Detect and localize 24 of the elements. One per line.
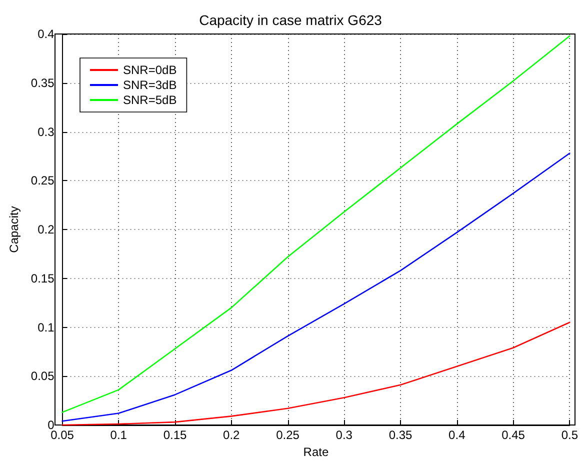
y-axis-title: Capacity	[7, 206, 21, 253]
legend-label: SNR=5dB	[123, 93, 177, 107]
chart-title: Capacity in case matrix G623	[199, 12, 382, 28]
x-tick-label: 0.5	[561, 428, 578, 442]
y-tick-label: 0.3	[38, 124, 55, 139]
x-tick-label: 0.1	[110, 428, 128, 442]
x-axis-title: Rate	[303, 444, 329, 459]
y-tick-label: 0.2	[38, 222, 55, 236]
x-tick-label: 0.2	[223, 428, 240, 442]
y-tick-label: 0.05	[30, 369, 55, 384]
y-tick-label: 0.35	[30, 76, 55, 90]
y-tick-label: 0.1	[38, 320, 55, 334]
y-tick-label: 0.15	[30, 271, 55, 286]
x-tick-label: 0.15	[163, 428, 188, 442]
legend-label: SNR=3dB	[123, 78, 177, 92]
x-tick-label: 0.3	[336, 428, 353, 442]
line-series	[62, 152, 570, 422]
x-tick-label: 0.4	[448, 428, 466, 442]
x-tick-label: 0.35	[388, 428, 413, 442]
y-tick-label: 0.4	[38, 27, 55, 41]
legend-label: SNR=0dB	[123, 63, 177, 77]
y-tick-label: 0.25	[30, 174, 55, 188]
x-tick-label: 0.45	[502, 428, 526, 442]
x-tick-label: 0.25	[276, 428, 300, 442]
